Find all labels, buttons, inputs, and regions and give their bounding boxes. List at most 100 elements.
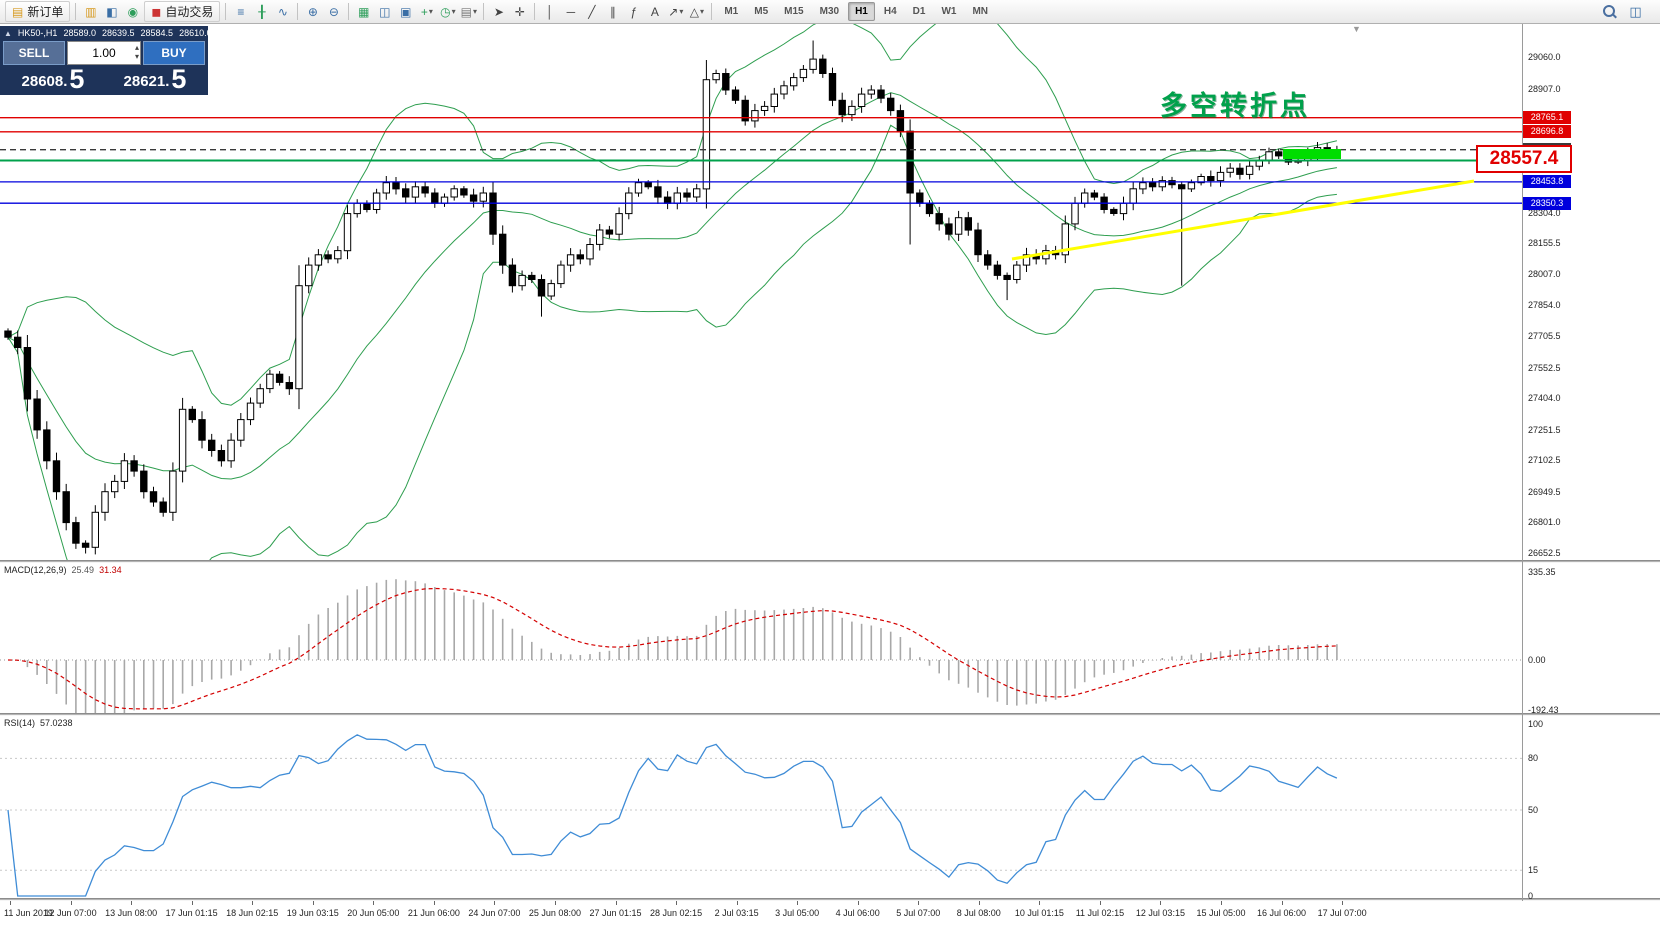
auto-trading-button[interactable]: ◼ 自动交易 xyxy=(144,1,221,22)
candlestick-chart-icon[interactable]: ╂ xyxy=(251,2,272,22)
price-axis-label: 28007.0 xyxy=(1528,268,1561,279)
timeframe-mn[interactable]: MN xyxy=(972,6,989,17)
macd-scale-label: 0.00 xyxy=(1528,655,1546,665)
collapse-arrow-icon[interactable]: ▲ xyxy=(4,28,12,38)
new-order-button[interactable]: ▤ 新订单 xyxy=(5,1,71,22)
timeframe-m15[interactable]: M15 xyxy=(784,6,804,17)
dropdown-caret-icon: ▾ xyxy=(428,7,433,16)
template-icon: ▤ xyxy=(460,4,472,19)
time-tick xyxy=(615,901,617,905)
price-axis-label: 27251.5 xyxy=(1528,424,1561,435)
timeframe-m5[interactable]: M5 xyxy=(754,6,769,17)
chart-symbol-timeframe: HK50-,H1 xyxy=(17,28,58,38)
price-axis-label: 27705.5 xyxy=(1528,331,1561,342)
macd-panel[interactable]: MACD(12,26,9) 25.49 31.34 xyxy=(0,563,1522,713)
one-click-trading-panel: ▲ HK50-,H1 28589.0 28639.5 28584.5 28610… xyxy=(0,26,212,95)
community-icon: ◉ xyxy=(127,4,139,19)
macd-main-value: 25.49 xyxy=(71,565,95,575)
time-axis[interactable]: 11 Jun 2019 12 Jun 07:00 13 Jun 08:00 17 Ju… xyxy=(0,901,1660,952)
time-axis-label: 21 Jun 06:00 xyxy=(407,908,460,918)
time-axis-label: 2 Jul 03:15 xyxy=(714,908,759,918)
community-icon[interactable]: ◉ xyxy=(122,2,143,22)
volume-down-icon[interactable]: ▾ xyxy=(134,52,139,61)
toolbar-separator xyxy=(348,3,350,20)
rsi-scale-label: 0 xyxy=(1528,891,1534,901)
sell-price[interactable]: 28608. 5 xyxy=(2,66,104,93)
channel-icon[interactable]: ∥ xyxy=(602,2,623,22)
cursor-icon[interactable]: ➤ xyxy=(488,2,509,22)
panel-separator[interactable] xyxy=(0,713,1660,716)
new-chart-window-icon[interactable]: ◫ xyxy=(1629,3,1642,19)
volume-stepper[interactable]: 1.00 ▴ ▾ xyxy=(67,41,141,65)
zoom-out-icon[interactable]: ⊖ xyxy=(323,2,344,22)
time-tick xyxy=(978,901,980,905)
fibonacci-icon[interactable]: ƒ xyxy=(623,2,644,22)
rsi-chart[interactable] xyxy=(0,716,1522,898)
period-icon[interactable]: ◷ ▾ xyxy=(437,2,458,22)
volume-value[interactable]: 1.00 xyxy=(92,46,116,60)
timeframe-w1[interactable]: W1 xyxy=(941,6,957,17)
search-icon[interactable] xyxy=(1602,4,1617,19)
fibonacci-icon: ƒ xyxy=(630,4,638,19)
horizontal-line-icon[interactable]: ─ xyxy=(560,2,581,22)
shapes-icon[interactable]: △ ▾ xyxy=(686,2,707,22)
add-indicator-icon[interactable]: + ▾ xyxy=(416,2,437,22)
volume-up-icon[interactable]: ▴ xyxy=(134,43,139,52)
macd-signal-value: 31.34 xyxy=(99,565,122,575)
time-axis-label: 28 Jun 02:15 xyxy=(650,908,703,918)
vertical-line-icon[interactable]: │ xyxy=(539,2,560,22)
macd-chart[interactable] xyxy=(0,563,1522,713)
time-tick xyxy=(1221,901,1222,905)
arrows-icon[interactable]: ↗ ▾ xyxy=(665,2,686,22)
buy-price[interactable]: 28621. 5 xyxy=(104,66,206,93)
price-axis-label: 29060.0 xyxy=(1528,52,1561,62)
panel-separator[interactable] xyxy=(0,898,1660,901)
sell-button[interactable]: SELL xyxy=(3,41,65,65)
toolbar-items: ▤ 新订单 ▥ ◧ ◉ ◼ 自动交易 ≡ ╂ ∿ ⊕ ⊖ ▦ ◫ ▣ + ▾ ◷ ▾ ▤ ▾ ➤ ✛ │ ─ ╱ ∥ ƒ A ↗ ▾ △ ▾ xyxy=(4,1,716,22)
crosshair-icon[interactable]: ✛ xyxy=(509,2,530,22)
price-axis-label: 27854.0 xyxy=(1528,300,1561,311)
arrange-windows-icon: ◫ xyxy=(379,4,391,19)
cascade-windows-icon[interactable]: ▣ xyxy=(395,2,416,22)
timeframe-m30[interactable]: M30 xyxy=(819,6,840,17)
time-axis-label: 5 Jul 07:00 xyxy=(896,908,941,918)
timeframe-m1[interactable]: M1 xyxy=(724,6,739,17)
buy-button[interactable]: BUY xyxy=(143,41,205,65)
main-chart-canvas[interactable]: ▼ 多空转折点 28557.4 ▲ HK50-,H1 28589.0 28639… xyxy=(0,24,1572,560)
time-tick xyxy=(1099,901,1101,905)
time-tick xyxy=(676,901,678,905)
candlestick-chart[interactable] xyxy=(0,24,1522,560)
line-chart-icon[interactable]: ∿ xyxy=(272,2,293,22)
price-tag: 28696.8 xyxy=(1523,125,1571,139)
charts-icon[interactable]: ▥ xyxy=(80,2,101,22)
template-icon[interactable]: ▤ ▾ xyxy=(458,2,479,22)
trendline-icon[interactable]: ╱ xyxy=(581,2,602,22)
volume-spinner[interactable]: ▴ ▾ xyxy=(135,43,139,61)
rsi-scale-label: 15 xyxy=(1528,865,1539,876)
arrange-windows-icon[interactable]: ◫ xyxy=(374,2,395,22)
timeframe-d1[interactable]: D1 xyxy=(912,6,926,17)
time-tick xyxy=(736,901,738,905)
time-tick xyxy=(494,901,496,905)
buy-price-base: 28621. xyxy=(123,73,170,90)
time-tick xyxy=(433,901,435,905)
tile-windows-icon[interactable]: ▦ xyxy=(353,2,374,22)
ohlc-bars-icon[interactable]: ≡ xyxy=(230,2,251,22)
panel-separator[interactable] xyxy=(0,560,1660,563)
zoom-in-icon[interactable]: ⊕ xyxy=(302,2,323,22)
chart-shift-marker-icon[interactable]: ▼ xyxy=(1352,24,1361,34)
shapes-icon: △ xyxy=(689,4,699,19)
rsi-panel[interactable]: RSI(14) 57.0238 xyxy=(0,716,1522,898)
price-scale[interactable]: 29060.0 28907.0 28304.0 28155.5 28007.0 27854… xyxy=(1523,0,1660,952)
crosshair-icon: ✛ xyxy=(514,4,525,19)
time-axis-label: 8 Jul 08:00 xyxy=(956,908,1001,918)
price-axis-label: 26801.0 xyxy=(1528,517,1561,528)
profile-icon[interactable]: ◧ xyxy=(101,2,122,22)
timeframe-h1[interactable]: H1 xyxy=(848,2,875,21)
price-axis-label: 27404.0 xyxy=(1528,393,1561,404)
new-order-button-label: 新订单 xyxy=(27,5,64,19)
rsi-scale-label: 100 xyxy=(1528,719,1544,729)
text-icon[interactable]: A xyxy=(644,2,665,22)
timeframe-h4[interactable]: H4 xyxy=(883,6,897,17)
time-axis-label: 18 Jun 02:15 xyxy=(226,908,279,918)
